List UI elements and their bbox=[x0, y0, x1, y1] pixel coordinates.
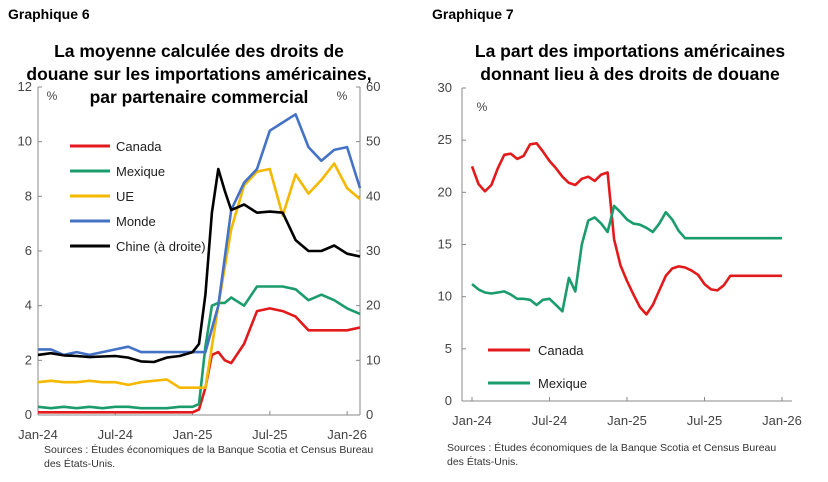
chart1-legend-label: Chine (à droite) bbox=[116, 239, 206, 254]
chart1-series-line bbox=[38, 113, 362, 357]
chart1-legend-label: Canada bbox=[116, 139, 162, 154]
chart1-right-tick-label: 30 bbox=[366, 243, 380, 258]
chart1-legend-label: Monde bbox=[116, 214, 156, 229]
chart2-source: Sources : Études économiques de la Banqu… bbox=[447, 442, 777, 468]
chart2-series-line bbox=[470, 142, 782, 316]
chart1-x-tick-label: Jan-24 bbox=[18, 427, 58, 442]
chart2-title-line1: La part des importations américaines bbox=[474, 41, 786, 61]
chart2-title: La part des importations américaines don… bbox=[440, 40, 820, 86]
chart1-title: La moyenne calculée des droits de douane… bbox=[10, 40, 388, 109]
chart2-y-tick-label: 15 bbox=[438, 237, 452, 252]
chart2-y-tick-label: 10 bbox=[438, 289, 452, 304]
chart1-x-tick-label: Jul-25 bbox=[252, 427, 287, 442]
chart2-legend-label: Canada bbox=[538, 343, 584, 358]
chart1-source: Sources : Études économiques de la Banqu… bbox=[44, 444, 374, 470]
chart1-panel-label: Graphique 6 bbox=[8, 6, 90, 22]
chart1-legend-label: Mexique bbox=[116, 164, 165, 179]
chart1-left-tick-label: 10 bbox=[18, 134, 32, 149]
chart1-title-line3: par partenaire commercial bbox=[89, 87, 309, 107]
chart1-left-unit: % bbox=[47, 89, 58, 103]
chart1-legend-label: UE bbox=[116, 189, 134, 204]
chart2-series-line bbox=[471, 204, 782, 313]
chart2-y-tick-label: 20 bbox=[438, 184, 452, 199]
chart1-left-tick-label: 0 bbox=[25, 407, 32, 422]
chart1-left-tick-label: 2 bbox=[25, 352, 32, 367]
chart1-right-tick-label: 40 bbox=[366, 188, 380, 203]
chart2-unit: % bbox=[477, 100, 488, 114]
chart1-series-line bbox=[37, 285, 361, 410]
chart2-y-tick-label: 25 bbox=[438, 132, 452, 147]
chart1-left-tick-label: 12 bbox=[18, 79, 32, 94]
chart1-x-tick-label: Jul-24 bbox=[98, 427, 133, 442]
chart2-panel-label: Graphique 7 bbox=[432, 6, 514, 22]
chart1-right-tick-label: 20 bbox=[366, 298, 380, 313]
chart1-right-tick-label: 50 bbox=[366, 134, 380, 149]
chart2-x-tick-label: Jan-24 bbox=[452, 413, 492, 428]
chart2-legend-label: Mexique bbox=[538, 376, 587, 391]
chart1-left-tick-label: 8 bbox=[25, 188, 32, 203]
chart2-title-line2: donnant lieu à des droits de douane bbox=[480, 64, 780, 84]
chart2-x-tick-label: Jul-25 bbox=[687, 413, 722, 428]
chart1-right-tick-label: 10 bbox=[366, 352, 380, 367]
chart1-left-tick-label: 6 bbox=[25, 243, 32, 258]
chart1-x-tick-label: Jan-25 bbox=[173, 427, 213, 442]
chart2-y-tick-label: 30 bbox=[438, 80, 452, 95]
chart1-title-line1: La moyenne calculée des droits de bbox=[54, 41, 344, 61]
chart1-right-unit: % bbox=[337, 89, 348, 103]
chart2-y-tick-label: 5 bbox=[445, 341, 452, 356]
chart1-plot: 0 2 4 6 8 10 12 0 10 20 30 40 50 60 Jan-24 Jul-24 Jan-25… bbox=[18, 79, 381, 442]
chart2-x-tick-label: Jul-24 bbox=[532, 413, 567, 428]
chart1-right-tick-label: 60 bbox=[366, 79, 380, 94]
chart1-title-line2: douane sur les importations américaines, bbox=[26, 64, 372, 84]
chart2-x-tick-label: Jan-26 bbox=[762, 413, 802, 428]
chart1-series-line bbox=[37, 162, 361, 390]
chart1-left-tick-label: 4 bbox=[25, 298, 32, 313]
chart1-right-tick-label: 0 bbox=[366, 407, 373, 422]
chart1-series-line bbox=[37, 167, 361, 364]
chart2-y-tick-label: 0 bbox=[445, 393, 452, 408]
chart1-x-tick-label: Jan-26 bbox=[327, 427, 367, 442]
chart2-x-tick-label: Jan-25 bbox=[607, 413, 647, 428]
